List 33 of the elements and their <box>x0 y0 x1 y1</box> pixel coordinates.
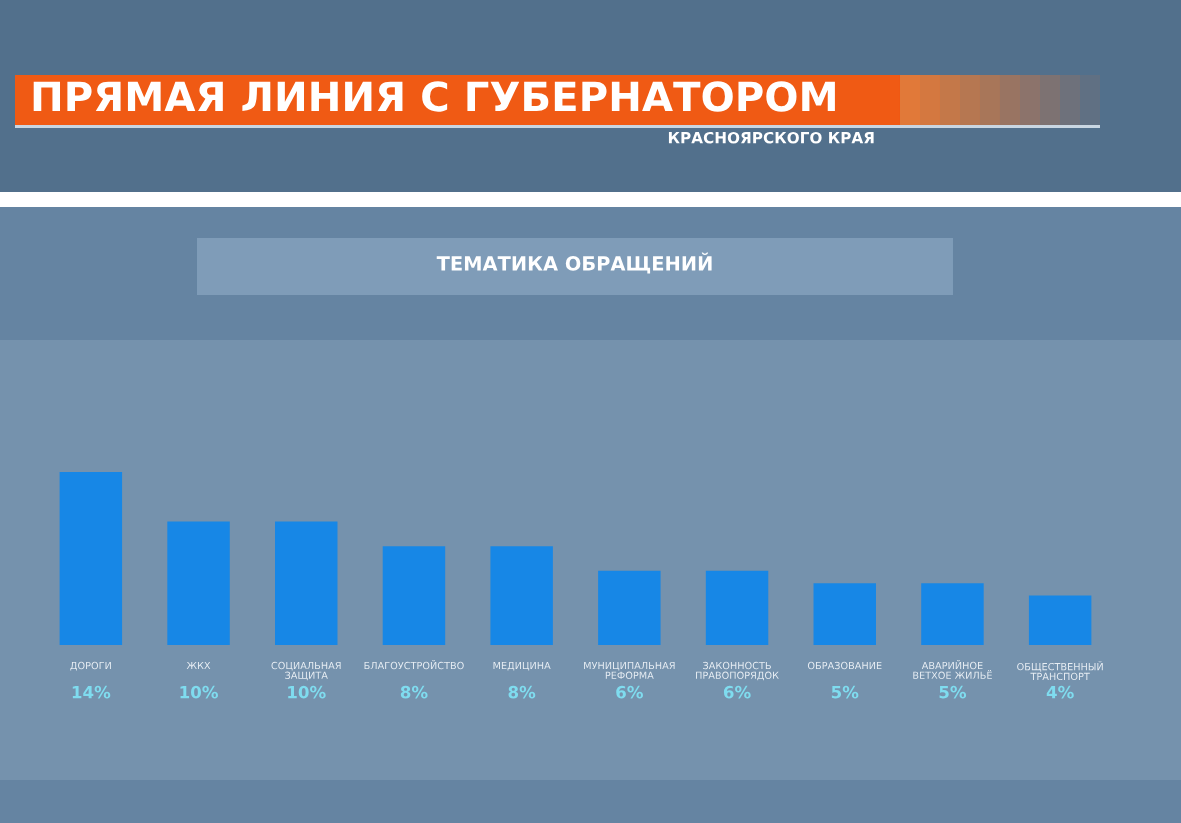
bar <box>382 546 446 645</box>
bar <box>59 472 123 645</box>
data-label: 8% <box>400 685 428 699</box>
chart-title: ТЕМАТИКА ОБРАЩЕНИЙ <box>436 252 712 274</box>
bar <box>490 546 553 645</box>
bar <box>275 521 338 645</box>
x-tick-label: АВАРИЙНОЕ ВЕТХОЕ ЖИЛЬЁ <box>913 660 992 679</box>
bar <box>167 521 230 645</box>
x-tick-label: ОБЩЕСТВЕННЫЙ ТРАНСПОРТ <box>1017 661 1103 681</box>
text: КРАСНОЯРСКОГО КРАЯ <box>668 131 874 144</box>
bar <box>705 570 769 645</box>
data-label: 14% <box>72 685 111 699</box>
x-tick-label: МУНИЦИПАЛЬНАЯ РЕФОРМА <box>584 661 675 679</box>
x-tick-label: МЕДИЦИНА <box>493 661 551 671</box>
x-tick-label: БЛАГОУСТРОЙСТВО <box>364 660 464 670</box>
data-label: 10% <box>288 685 326 699</box>
bar <box>813 583 876 645</box>
x-tick-label: ОБРАЗОВАНИЕ <box>807 661 882 670</box>
bar <box>921 583 984 645</box>
data-label: 10% <box>180 685 218 699</box>
text: ПРЯМАЯ ЛИНИЯ С ГУБЕРНАТОРОМ <box>33 81 835 112</box>
data-label: 6% <box>616 685 643 699</box>
data-label: 5% <box>831 685 859 699</box>
data-label: 5% <box>939 685 967 699</box>
data-label: 4% <box>1046 685 1074 699</box>
data-label: 6% <box>723 685 751 699</box>
bar <box>1028 595 1092 645</box>
data-label: 8% <box>508 685 536 699</box>
x-tick-label: ДОРОГИ <box>70 661 111 671</box>
x-tick-label: СОЦИАЛЬНАЯ ЗАЩИТА <box>271 661 341 681</box>
x-tick-label: ЖКХ <box>186 661 211 670</box>
x-tick-label: ЗАКОННОСТЬ ПРАВОПОРЯДОК <box>696 661 779 681</box>
bar <box>598 570 661 645</box>
